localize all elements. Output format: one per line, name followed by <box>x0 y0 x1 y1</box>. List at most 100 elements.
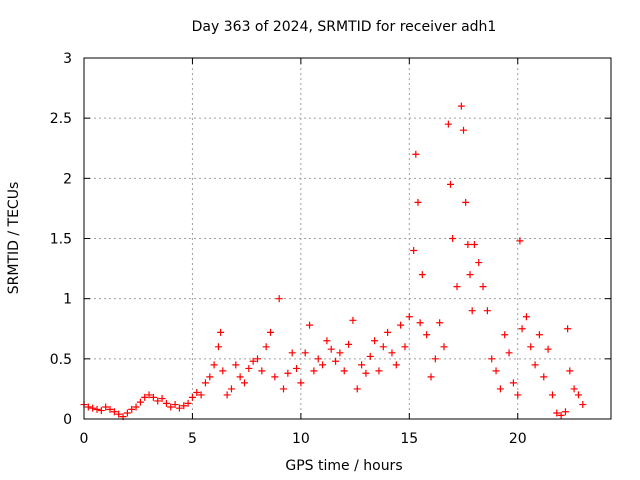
data-point <box>293 364 301 372</box>
data-point <box>175 404 183 412</box>
data-point <box>544 345 552 353</box>
data-point <box>449 235 457 242</box>
data-point <box>397 321 405 329</box>
data-point <box>492 367 500 375</box>
data-point <box>345 340 353 348</box>
data-point <box>460 126 468 134</box>
data-point <box>479 283 487 291</box>
data-point <box>531 361 539 369</box>
data-point <box>457 102 465 110</box>
data-point <box>464 241 472 249</box>
data-point <box>453 283 461 291</box>
data-point <box>336 349 344 357</box>
data-point <box>214 343 222 351</box>
data-point <box>362 369 370 377</box>
data-point <box>462 198 470 206</box>
data-point <box>416 319 424 327</box>
y-tick-label: 2.5 <box>50 111 72 127</box>
data-point <box>167 403 175 411</box>
data-point <box>245 364 253 372</box>
data-point <box>217 328 225 336</box>
data-point <box>323 337 331 345</box>
data-point <box>319 361 327 369</box>
data-point <box>440 343 448 351</box>
data-point <box>310 367 318 375</box>
data-point <box>570 385 578 393</box>
data-point <box>423 331 431 339</box>
data-point <box>366 352 374 360</box>
data-point <box>115 410 123 418</box>
data-point <box>89 404 97 412</box>
data-point <box>401 343 409 351</box>
data-point <box>253 355 261 363</box>
data-point <box>158 395 166 403</box>
data-point <box>431 355 439 363</box>
data-point <box>128 405 136 413</box>
data-point <box>258 367 266 375</box>
data-point <box>561 408 569 416</box>
data-point <box>284 369 292 377</box>
data-point <box>353 385 361 393</box>
data-point <box>535 331 543 339</box>
data-point <box>501 331 509 339</box>
data-point <box>468 307 476 315</box>
data-point <box>436 319 444 327</box>
data-point <box>249 357 257 365</box>
data-point <box>470 241 478 249</box>
x-tick-label: 0 <box>80 431 89 447</box>
data-point <box>505 349 513 357</box>
data-point <box>193 389 201 397</box>
data-point <box>136 398 144 406</box>
data-point <box>349 316 357 324</box>
x-tick-label: 20 <box>509 431 527 447</box>
data-point <box>566 367 574 375</box>
data-point <box>475 259 483 267</box>
data-point <box>232 361 240 369</box>
data-point <box>553 409 561 417</box>
data-point <box>132 403 140 411</box>
y-tick-label: 1.5 <box>50 232 72 248</box>
y-tick-label: 3 <box>63 51 72 67</box>
data-point <box>427 373 435 381</box>
data-point <box>145 391 153 399</box>
data-point <box>171 401 179 409</box>
data-point <box>288 349 296 357</box>
data-point <box>483 307 491 315</box>
x-tick-label: 5 <box>188 431 197 447</box>
data-point <box>180 402 188 410</box>
data-point <box>379 343 387 351</box>
data-point <box>206 373 214 381</box>
data-point <box>219 367 227 375</box>
x-axis-label: GPS time / hours <box>285 458 402 474</box>
data-point <box>188 393 196 401</box>
data-point <box>267 328 275 336</box>
data-point <box>384 328 392 336</box>
data-point <box>371 337 379 345</box>
data-point <box>123 409 131 417</box>
data-point <box>141 393 149 401</box>
data-point <box>201 379 209 387</box>
data-point <box>271 373 279 381</box>
data-point <box>375 367 383 375</box>
data-point <box>574 391 582 399</box>
x-tick-label: 15 <box>400 431 418 447</box>
data-point <box>516 237 524 245</box>
data-point <box>522 313 530 321</box>
data-point <box>280 385 288 393</box>
y-axis-label: SRMTID / TECUs <box>6 182 22 295</box>
data-point <box>332 357 340 365</box>
data-point <box>540 373 548 381</box>
data-point <box>306 321 314 329</box>
data-point <box>84 403 92 411</box>
data-point <box>466 271 474 279</box>
data-point <box>149 393 157 401</box>
data-point <box>444 120 452 128</box>
data-point <box>262 343 270 351</box>
data-point <box>447 180 455 188</box>
grid-layer <box>84 58 611 419</box>
data-point <box>297 379 305 387</box>
data-point <box>496 385 504 393</box>
data-point <box>97 407 105 415</box>
data-point <box>358 361 366 369</box>
y-tick-label: 0.5 <box>50 352 72 368</box>
